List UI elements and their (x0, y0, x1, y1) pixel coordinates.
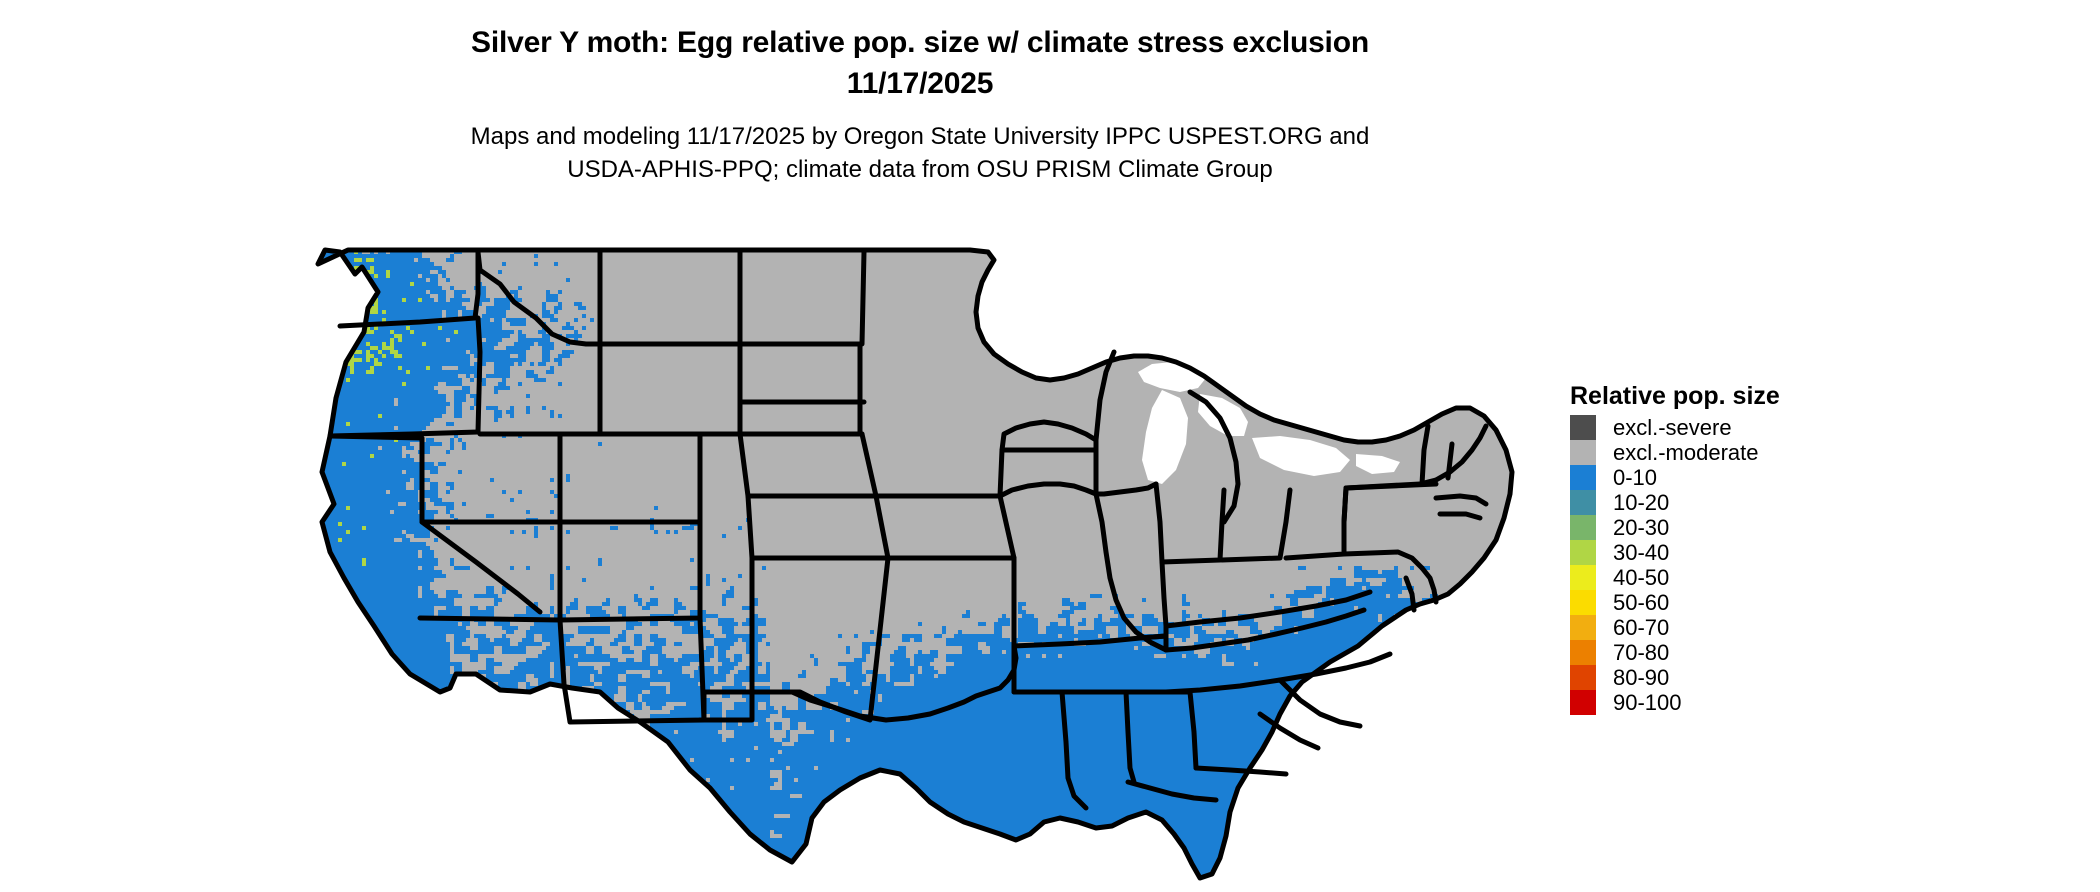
legend-item[interactable]: 80-90 (1570, 665, 1870, 690)
legend-item-label: excl.-severe (1613, 415, 1732, 440)
map-attribution: Maps and modeling 11/17/2025 by Oregon S… (0, 120, 1840, 186)
page-title: Silver Y moth: Egg relative pop. size w/… (0, 22, 1840, 104)
legend-item[interactable]: 60-70 (1570, 615, 1870, 640)
legend-color-swatch (1570, 590, 1596, 615)
state-boundaries (315, 247, 1515, 881)
legend-item[interactable]: excl.-moderate (1570, 440, 1870, 465)
legend-item[interactable]: 0-10 (1570, 465, 1870, 490)
legend-color-swatch (1570, 690, 1596, 715)
legend-color-swatch (1570, 440, 1596, 465)
us-map (300, 222, 1550, 882)
legend-item[interactable]: 30-40 (1570, 540, 1870, 565)
subtitle-line-1: Maps and modeling 11/17/2025 by Oregon S… (0, 120, 1840, 153)
legend-item-label: 60-70 (1613, 615, 1669, 640)
legend-item[interactable]: 40-50 (1570, 565, 1870, 590)
legend-item-label: 80-90 (1613, 665, 1669, 690)
legend-item[interactable]: 70-80 (1570, 640, 1870, 665)
legend-item-label: 50-60 (1613, 590, 1669, 615)
legend-item[interactable]: 50-60 (1570, 590, 1870, 615)
legend-item-label: 10-20 (1613, 490, 1669, 515)
legend-item-label: 30-40 (1613, 540, 1669, 565)
legend-color-swatch (1570, 540, 1596, 565)
legend-items: excl.-severe excl.-moderate 0-10 10-20 20-30… (1570, 415, 1870, 715)
legend-item-label: 90-100 (1613, 690, 1682, 715)
legend-item[interactable]: 90-100 (1570, 690, 1870, 715)
legend-color-swatch (1570, 515, 1596, 540)
us-map-svg (300, 222, 1550, 882)
title-line-2: 11/17/2025 (0, 63, 1840, 104)
legend-title: Relative pop. size (1570, 382, 1870, 411)
legend-color-swatch (1570, 665, 1596, 690)
title-line-1: Silver Y moth: Egg relative pop. size w/… (0, 22, 1840, 63)
legend-item[interactable]: 10-20 (1570, 490, 1870, 515)
legend-item-label: 20-30 (1613, 515, 1669, 540)
legend: Relative pop. size excl.-severe excl.-mod… (1570, 382, 1870, 715)
legend-color-swatch (1570, 615, 1596, 640)
legend-color-swatch (1570, 415, 1596, 440)
legend-item-label: 0-10 (1613, 465, 1657, 490)
legend-color-swatch (1570, 490, 1596, 515)
legend-item-label: 70-80 (1613, 640, 1669, 665)
legend-item-label: 40-50 (1613, 565, 1669, 590)
legend-color-swatch (1570, 465, 1596, 490)
subtitle-line-2: USDA-APHIS-PPQ; climate data from OSU PR… (0, 153, 1840, 186)
legend-item[interactable]: excl.-severe (1570, 415, 1870, 440)
legend-item-label: excl.-moderate (1613, 440, 1759, 465)
legend-color-swatch (1570, 565, 1596, 590)
legend-color-swatch (1570, 640, 1596, 665)
legend-item[interactable]: 20-30 (1570, 515, 1870, 540)
